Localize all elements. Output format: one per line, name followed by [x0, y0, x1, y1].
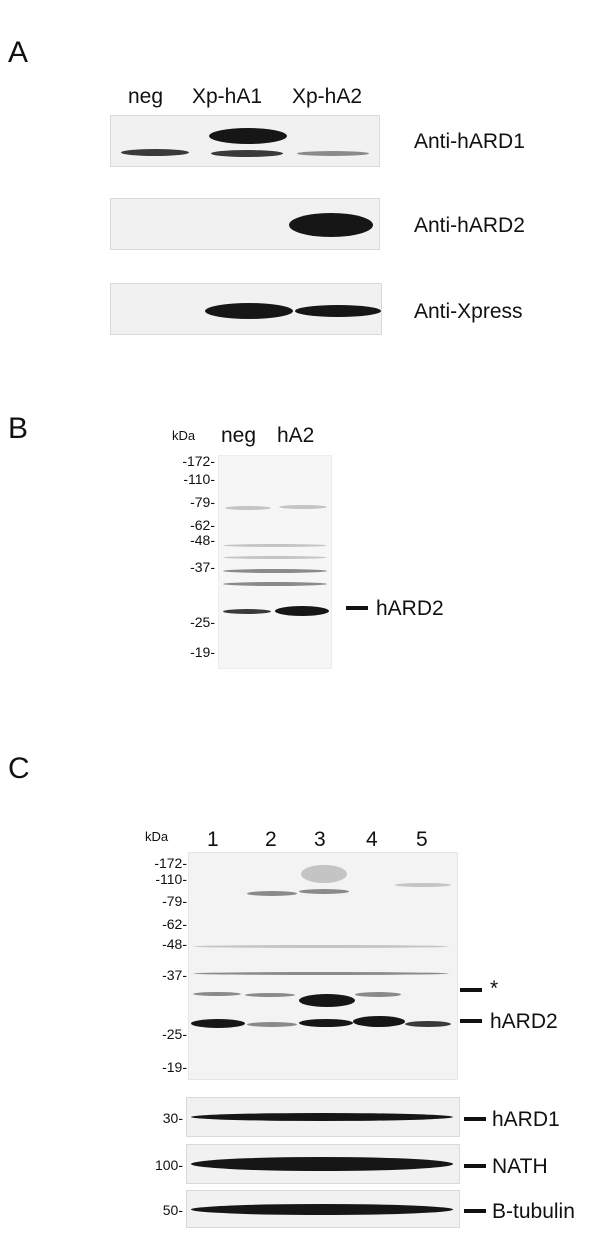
band	[275, 606, 329, 616]
band	[223, 582, 327, 586]
blot-label-anti-hard2: Anti-hARD2	[414, 214, 525, 237]
panel-b-letter: B	[8, 412, 29, 445]
band	[225, 506, 271, 510]
band	[121, 149, 189, 156]
band	[193, 972, 449, 975]
band	[191, 1157, 453, 1171]
mw-marker: -172-	[182, 453, 215, 469]
band-marker-dash	[464, 1117, 486, 1121]
band	[405, 1021, 451, 1027]
strip-label-nath: NATH	[492, 1155, 548, 1178]
band	[355, 992, 401, 997]
strip-label-b-tubulin: B-tubulin	[492, 1200, 575, 1223]
band	[353, 1016, 405, 1027]
mw-marker: -62-	[162, 916, 187, 932]
band	[301, 865, 347, 883]
band	[289, 213, 373, 237]
band	[279, 505, 327, 509]
mw-marker: -62-	[190, 517, 215, 533]
band-marker-dash	[464, 1164, 486, 1168]
band	[299, 1019, 353, 1027]
band	[395, 883, 451, 887]
lane-label-ha2: hA2	[277, 424, 315, 447]
band	[223, 556, 327, 559]
blot-b-tubulin-strip	[186, 1190, 460, 1228]
mw-marker: -79-	[190, 494, 215, 510]
blot-panel-c-main	[188, 852, 458, 1080]
mw-marker: -110-	[183, 471, 215, 487]
mw-marker: 50-	[162, 1202, 183, 1218]
band-marker-dash	[346, 606, 368, 610]
kda-label: kDa	[145, 829, 169, 844]
band	[193, 992, 241, 996]
strip-label-hard1: hARD1	[492, 1108, 560, 1131]
mw-marker: -48-	[162, 936, 187, 952]
panel-c-letter: C	[8, 752, 30, 785]
band-label-hard2: hARD2	[490, 1010, 558, 1033]
mw-marker: -25-	[190, 614, 215, 630]
band	[191, 1019, 245, 1028]
band	[299, 889, 349, 894]
mw-marker: 30-	[162, 1110, 183, 1126]
band-marker-dash	[464, 1209, 486, 1213]
band	[297, 151, 369, 156]
lane-label-3: 3	[314, 828, 326, 851]
lane-label-xp-ha2: Xp-hA2	[292, 85, 363, 108]
band-label-hard2: hARD2	[376, 597, 444, 620]
mw-marker: -48-	[190, 532, 215, 548]
blot-hard1-strip	[186, 1097, 460, 1137]
lane-label-2: 2	[265, 828, 277, 851]
blot-anti-hard1	[110, 115, 380, 167]
band	[191, 1204, 453, 1215]
band	[205, 303, 293, 319]
band-marker-dash	[460, 1019, 482, 1023]
lane-label-4: 4	[366, 828, 378, 851]
kda-label: kDa	[172, 428, 196, 443]
lane-label-neg: neg	[221, 424, 257, 447]
blot-label-anti-hard1: Anti-hARD1	[414, 130, 525, 153]
band	[247, 891, 297, 896]
lane-label-neg: neg	[128, 85, 164, 108]
lane-label-1: 1	[207, 828, 219, 851]
mw-marker: -37-	[190, 559, 215, 575]
band	[247, 1022, 297, 1027]
band	[223, 544, 327, 547]
band	[295, 305, 381, 317]
band	[211, 150, 283, 157]
mw-marker: -25-	[162, 1026, 187, 1042]
blot-anti-hard2	[110, 198, 380, 250]
band	[245, 993, 295, 997]
band	[223, 609, 271, 614]
lane-label-5: 5	[416, 828, 428, 851]
mw-marker: -172-	[154, 855, 187, 871]
mw-marker: -37-	[162, 967, 187, 983]
band	[193, 945, 449, 948]
band	[209, 128, 287, 144]
blot-anti-xpress	[110, 283, 382, 335]
mw-marker: -110-	[155, 871, 187, 887]
mw-marker: -79-	[162, 893, 187, 909]
nonspecific-band-star: *	[490, 977, 499, 1000]
band	[223, 569, 327, 573]
band	[191, 1113, 453, 1121]
band-marker-dash	[460, 988, 482, 992]
lane-label-xp-ha1: Xp-hA1	[192, 85, 263, 108]
blot-panel-b	[218, 455, 332, 669]
band	[299, 994, 355, 1007]
mw-marker: -19-	[190, 644, 215, 660]
blot-nath-strip	[186, 1144, 460, 1184]
mw-marker: 100-	[154, 1157, 183, 1173]
mw-marker: -19-	[162, 1059, 187, 1075]
blot-label-anti-xpress: Anti-Xpress	[414, 300, 523, 323]
panel-a-letter: A	[8, 36, 29, 69]
